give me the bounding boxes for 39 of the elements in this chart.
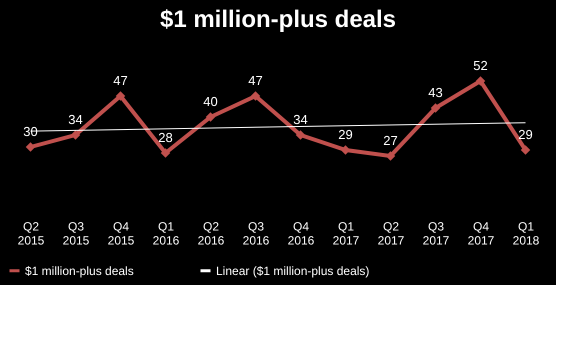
data-label: 28 [158,130,173,145]
x-tick-label: Q2 2016 [198,220,225,248]
x-tick-label: Q4 2015 [108,220,135,248]
data-label: 29 [518,127,533,142]
legend-label: $1 million-plus deals [25,264,134,278]
data-label: 27 [383,133,398,148]
data-label: 52 [473,58,488,73]
data-label: 34 [293,112,308,127]
point [386,151,396,161]
data-label: 34 [68,112,83,127]
point [70,130,80,140]
x-tick-label: Q1 2018 [512,220,540,248]
data-label: 47 [113,73,128,88]
x-tick-label: Q2 2015 [18,220,45,248]
point [476,76,486,86]
x-tick-label: Q3 2015 [62,220,90,248]
point [296,130,306,140]
x-tick-label: Q1 2017 [332,220,360,248]
point [26,142,36,152]
x-tick-label: Q4 2017 [468,220,495,248]
x-tick-label: Q3 2017 [422,220,450,248]
data-label: 47 [248,73,263,88]
point [340,145,350,155]
point [520,145,530,155]
x-tick-label: Q1 2016 [152,220,180,248]
data-label: 40 [203,94,218,109]
data-label: 30 [23,124,38,139]
x-tick-label: Q3 2016 [242,220,270,248]
data-label: 29 [338,127,353,142]
legend-label: Linear ($1 million-plus deals) [216,264,370,278]
point [116,91,126,101]
point [160,148,170,158]
point [250,91,260,101]
x-tick-label: Q2 2017 [378,220,405,248]
point [206,112,216,122]
data-label: 43 [428,85,443,100]
chart-title: $1 million-plus deals [160,6,396,33]
x-tick-label: Q4 2016 [288,220,315,248]
point [430,103,440,113]
